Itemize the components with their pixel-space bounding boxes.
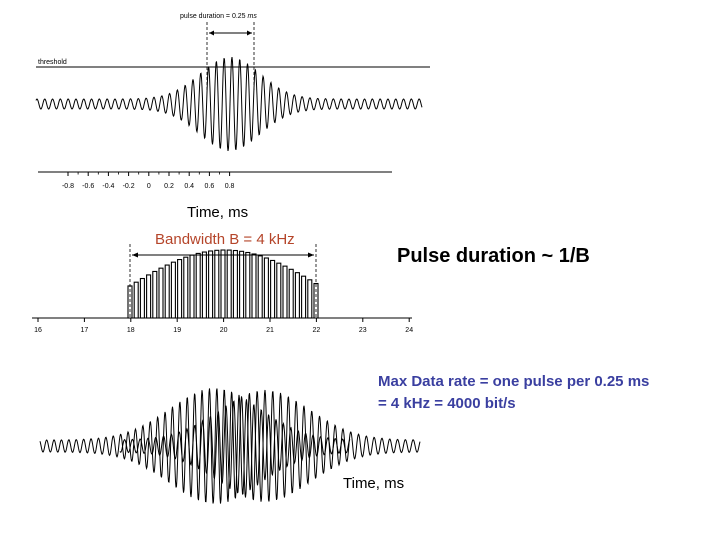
spectrum-line (189, 254, 195, 319)
spectrum-line (164, 264, 170, 319)
tick-label: 23 (359, 327, 367, 334)
spectrum-line (239, 250, 245, 319)
spectrum-line (270, 259, 276, 319)
spectrum-line (245, 251, 251, 319)
threshold-label: threshold (38, 59, 67, 66)
tick-label: 0.6 (205, 183, 215, 190)
spectrum-line (307, 279, 313, 319)
pulse-waveform-figure: pulse duration = 0.25 ms threshold -0.8-… (35, 13, 430, 190)
frequency-axis-ticks: 16 17 18 19 20 21 22 23 24 (34, 318, 413, 334)
spectrum-line (170, 261, 176, 319)
arrow-head-left (132, 252, 138, 258)
spectrum-line (201, 251, 207, 319)
arrow-head-right (247, 30, 252, 36)
tick-label: 0.2 (164, 183, 174, 190)
spectrum-line (276, 262, 282, 319)
tick-label: -0.4 (102, 183, 114, 190)
spectrum-line (257, 255, 263, 319)
spectrum-line (177, 259, 183, 319)
tick-label: 22 (313, 327, 321, 334)
arrow-head-left (209, 30, 214, 36)
spectrum-line (294, 272, 300, 319)
spectrum-line (208, 250, 214, 319)
spectrum-line (133, 281, 139, 319)
tick-label: 21 (266, 327, 274, 334)
max-data-rate-line1: Max Data rate = one pulse per 0.25 ms (378, 373, 650, 390)
fig1-time-label: Time, ms (187, 204, 249, 221)
tick-label: 0.8 (225, 183, 235, 190)
tick-label: 19 (173, 327, 181, 334)
tick-label: 24 (405, 327, 413, 334)
tick-label: 17 (81, 327, 89, 334)
spectrum-figure: 16 17 18 19 20 21 22 23 24 (32, 244, 413, 334)
pulse-train-waveform-b (119, 389, 421, 502)
spectrum-line (263, 257, 269, 319)
spectrum-line (214, 249, 220, 319)
tick-label: 18 (127, 327, 135, 334)
tick-label: 0 (147, 183, 151, 190)
spectrum-line (146, 274, 152, 319)
spectrum-line (251, 253, 257, 319)
spectrum-line (183, 256, 189, 319)
spectrum-line (139, 277, 145, 319)
spectrum-line (288, 268, 294, 319)
pulse-train-waveform-a (39, 388, 351, 504)
spectrum-lines (127, 249, 319, 319)
max-data-rate-line2: = 4 kHz = 4000 bit/s (378, 395, 516, 412)
pulse-duration-relation: Pulse duration ~ 1/B (397, 245, 590, 267)
spectrum-line (220, 249, 226, 319)
fig3-time-label: Time, ms (343, 475, 405, 492)
pulse-waveform (35, 57, 423, 151)
tick-label: 20 (220, 327, 228, 334)
spectrum-line (152, 270, 158, 319)
spectrum-line (195, 252, 201, 319)
spectrum-line (301, 275, 307, 319)
spectrum-line (158, 267, 164, 319)
bandwidth-label: Bandwidth B = 4 kHz (155, 231, 295, 248)
spectrum-line (232, 249, 238, 319)
time-axis-ticks: -0.8 -0.6 -0.4 -0.2 0 0.2 0.4 0.6 0.8 (62, 172, 235, 190)
overlapping-pulses-figure (39, 388, 421, 504)
tick-label: -0.6 (82, 183, 94, 190)
tick-label: 16 (34, 327, 42, 334)
spectrum-line (226, 249, 232, 319)
tick-label: 0.4 (184, 183, 194, 190)
arrow-head-right (308, 252, 314, 258)
tick-label: -0.8 (62, 183, 74, 190)
pulse-duration-label: pulse duration = 0.25 ms (180, 13, 257, 20)
tick-label: -0.2 (123, 183, 135, 190)
spectrum-line (282, 265, 288, 319)
